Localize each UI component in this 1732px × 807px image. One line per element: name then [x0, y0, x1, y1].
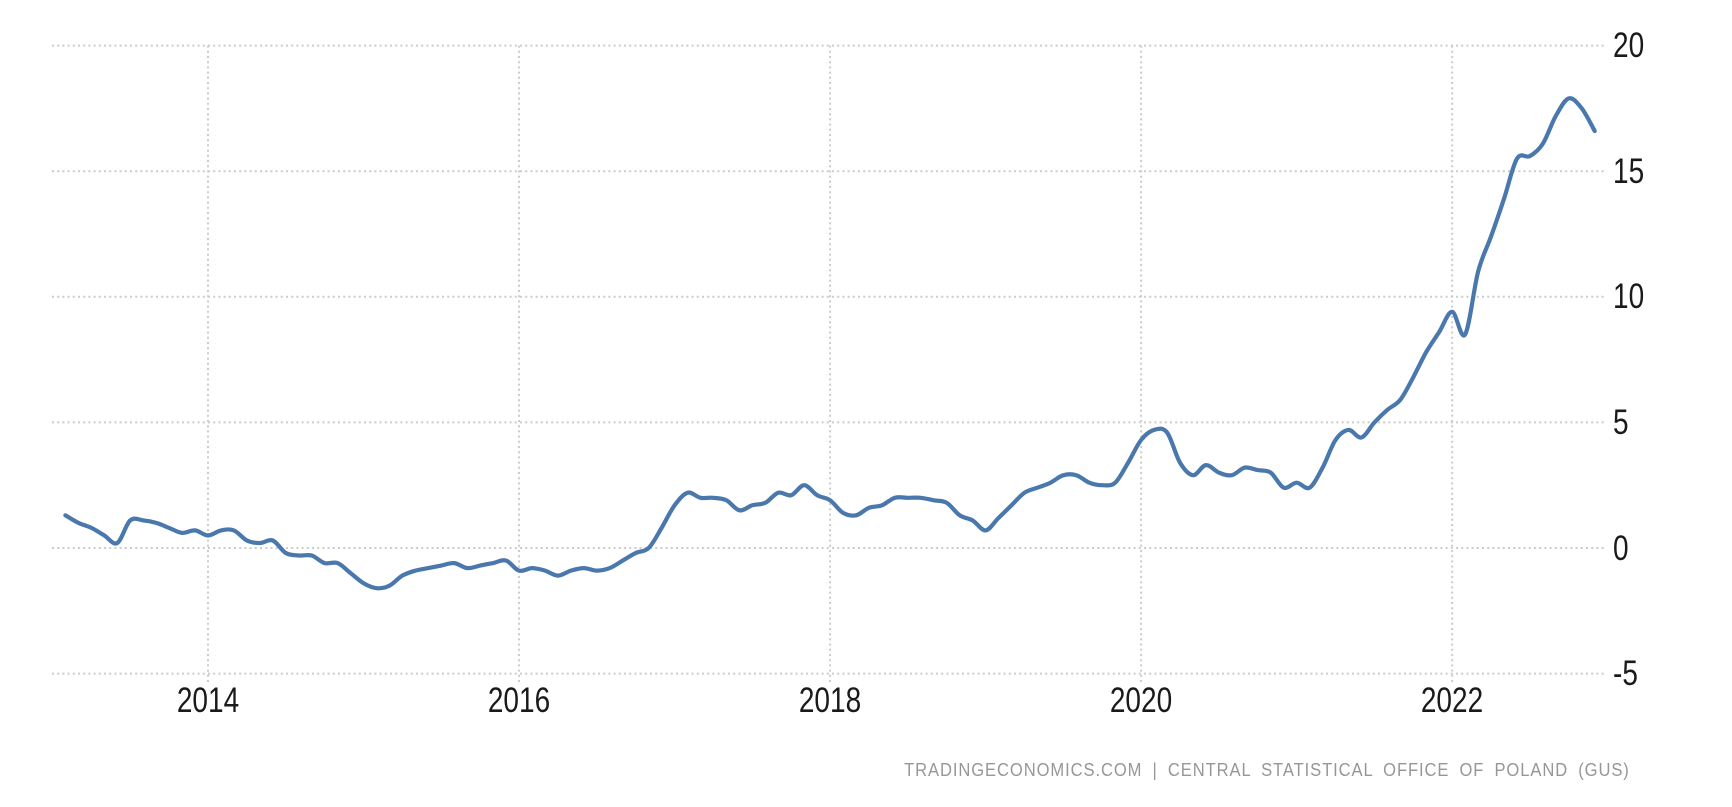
x-axis-tick-label: 2022	[1421, 681, 1484, 720]
x-axis-tick-label: 2018	[798, 681, 862, 720]
attribution-text: TRADINGECONOMICS.COM | CENTRAL STATISTIC…	[904, 760, 1630, 780]
y-axis-tick-label: 15	[1613, 151, 1645, 191]
series-line-inflation	[63, 96, 1597, 591]
x-axis-tick-label: 2020	[1109, 681, 1173, 720]
y-axis-tick-label: 5	[1613, 402, 1629, 442]
y-axis-tick-label: 10	[1613, 277, 1645, 317]
y-axis-tick-label: 20	[1613, 26, 1645, 66]
y-axis-tick-label: -5	[1613, 654, 1638, 694]
y-axis-tick-label: 0	[1613, 528, 1629, 568]
x-axis-tick-label: 2014	[176, 681, 240, 720]
x-axis-tick-label: 2016	[487, 681, 551, 720]
